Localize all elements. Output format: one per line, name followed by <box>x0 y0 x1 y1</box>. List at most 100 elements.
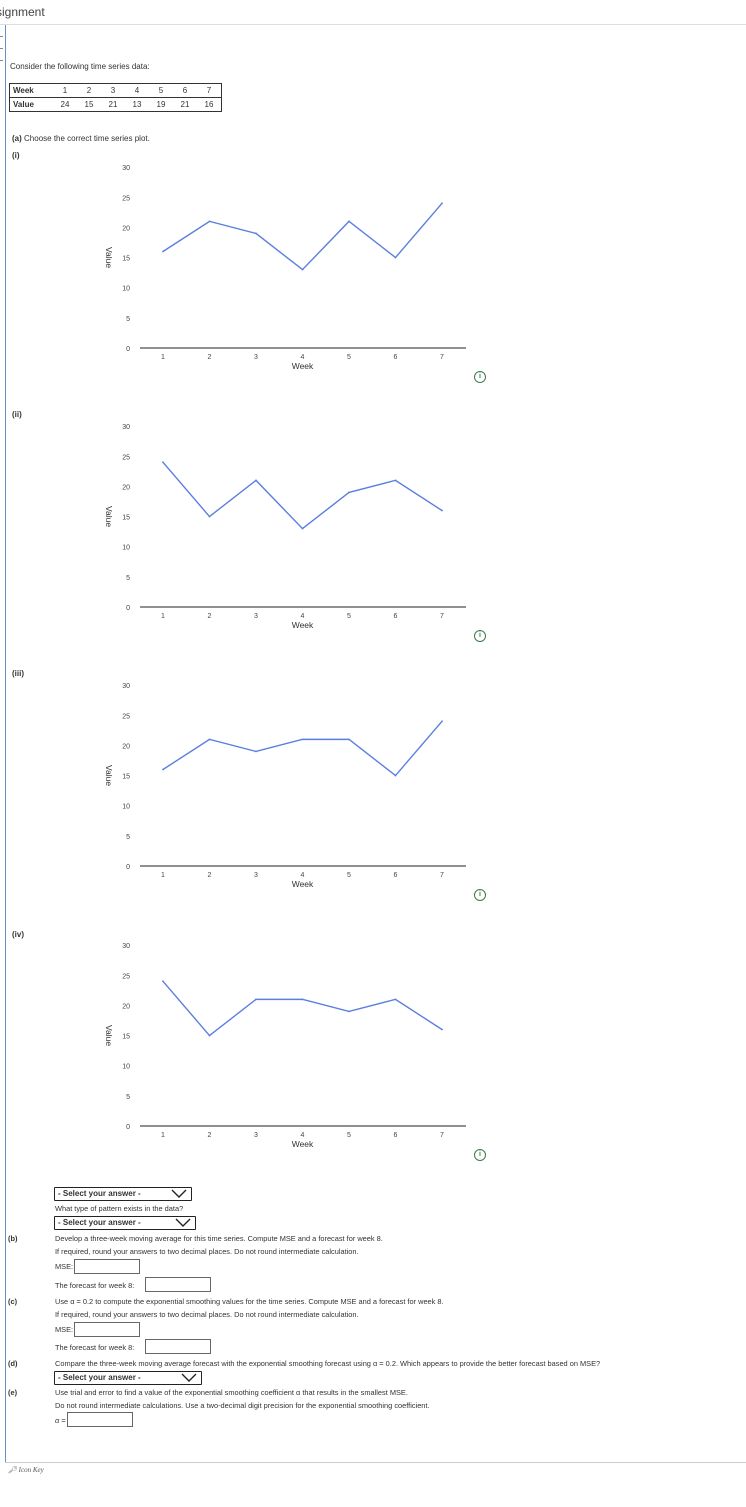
select-value: - Select your answer - <box>58 1189 141 1198</box>
x-tick-label: 2 <box>208 1132 212 1139</box>
key-icon: 🔑︎ <box>8 1466 17 1474</box>
x-tick-label: 4 <box>301 354 305 361</box>
data-point <box>348 1010 350 1013</box>
option-label-ii: (ii) <box>12 410 22 419</box>
x-tick-label: 7 <box>440 1132 444 1139</box>
y-tick-label: 20 <box>122 1003 130 1010</box>
y-tick-label: 25 <box>122 195 130 202</box>
mse-input-c[interactable] <box>74 1322 140 1337</box>
y-tick-label: 15 <box>122 515 130 522</box>
data-point <box>208 220 211 223</box>
time-series-plot-iii[interactable]: 0 5 10 15 20 25 30 1 2 3 4 5 6 7 Week Value <box>90 673 480 893</box>
plot-choice-select[interactable]: - Select your answer - <box>54 1187 192 1201</box>
x-tick-label: 4 <box>301 1132 305 1139</box>
forecast-input-b[interactable] <box>145 1277 211 1292</box>
y-tick-label: 25 <box>122 454 130 461</box>
time-series-plot-iv[interactable]: 0 5 10 15 20 25 30 1 2 3 4 5 6 7 Week Value <box>90 933 480 1153</box>
data-point <box>162 461 164 464</box>
value-header: Value <box>13 100 34 109</box>
week-cell: 3 <box>101 83 125 98</box>
data-point <box>301 527 304 530</box>
x-tick-label: 1 <box>161 872 165 879</box>
part-d-label: (d) <box>8 1359 18 1368</box>
forecast-input-c[interactable] <box>145 1339 211 1354</box>
y-tick-label: 15 <box>122 774 130 781</box>
info-icon[interactable]: i <box>474 1149 486 1161</box>
x-tick-label: 2 <box>208 613 212 620</box>
divider <box>0 60 3 61</box>
x-tick-label: 3 <box>254 1132 258 1139</box>
part-b-label: (b) <box>8 1234 18 1243</box>
y-tick-label: 20 <box>122 743 130 750</box>
y-tick-label: 30 <box>122 943 130 950</box>
week-header: Week <box>9 83 53 98</box>
y-tick-label: 15 <box>122 256 130 263</box>
week-cell: 4 <box>125 83 149 98</box>
data-point <box>348 220 350 223</box>
part-d-text: Compare the three-week moving average fo… <box>55 1359 601 1368</box>
y-tick-label: 5 <box>126 1094 130 1101</box>
part-a-text: Choose the correct time series plot. <box>24 134 150 143</box>
y-tick-label: 0 <box>126 1124 130 1131</box>
data-point <box>162 980 164 983</box>
question-intro: Consider the following time series data: <box>10 62 150 71</box>
x-tick-label: 1 <box>161 354 165 361</box>
value-cell: 21 <box>108 100 118 109</box>
table-row: Value 24 15 21 13 19 21 16 <box>10 98 222 112</box>
data-point <box>162 768 164 771</box>
x-tick-label: 2 <box>208 354 212 361</box>
x-tick-label: 6 <box>394 613 398 620</box>
value-cell: 13 <box>132 100 142 109</box>
series-line <box>162 202 443 271</box>
week-cell: 5 <box>149 83 173 98</box>
data-point <box>441 720 443 723</box>
divider <box>0 36 3 37</box>
y-tick-label: 10 <box>122 286 130 293</box>
week-cell: 2 <box>77 83 101 98</box>
select-value: - Select your answer - <box>58 1373 141 1382</box>
assignment-title: signment <box>0 5 45 19</box>
x-tick-label: 5 <box>347 1132 351 1139</box>
y-tick-label: 20 <box>122 225 130 232</box>
icon-key-link[interactable]: 🔑︎ Icon Key <box>8 1466 44 1474</box>
mse-input-b[interactable] <box>74 1259 140 1274</box>
x-tick-label: 7 <box>440 354 444 361</box>
part-b-rounding: If required, round your answers to two d… <box>55 1247 359 1256</box>
x-axis-label: Week <box>292 1139 314 1149</box>
time-series-plot-i[interactable]: 0 5 10 15 20 25 30 1 2 3 4 5 6 7 Week Value <box>90 155 480 375</box>
data-point <box>394 998 397 1001</box>
week-cell: 7 <box>197 83 222 98</box>
y-tick-label: 0 <box>126 346 130 353</box>
data-point <box>394 256 397 259</box>
x-tick-label: 5 <box>347 354 351 361</box>
y-axis-label: Value <box>104 765 114 786</box>
top-bar: signment <box>0 0 746 25</box>
info-icon[interactable]: i <box>474 371 486 383</box>
x-tick-label: 4 <box>301 613 305 620</box>
part-e-label: (e) <box>8 1388 18 1397</box>
y-tick-label: 30 <box>122 424 130 431</box>
forecast-label: The forecast for week 8: <box>55 1343 135 1352</box>
alpha-input[interactable] <box>67 1412 133 1427</box>
better-forecast-select[interactable]: - Select your answer - <box>54 1371 202 1385</box>
forecast-label: The forecast for week 8: <box>55 1281 135 1290</box>
y-tick-label: 5 <box>126 575 130 582</box>
y-tick-label: 10 <box>122 1064 130 1071</box>
value-cell: 19 <box>156 100 166 109</box>
x-axis-label: Week <box>292 361 314 371</box>
mse-label: MSE: <box>55 1262 74 1271</box>
info-icon[interactable]: i <box>474 630 486 642</box>
time-series-plot-ii[interactable]: 0 5 10 15 20 25 30 1 2 3 4 5 6 7 Week Value <box>90 414 480 634</box>
series-line <box>162 720 443 777</box>
x-axis-label: Week <box>292 620 314 630</box>
y-axis-label: Value <box>104 1025 114 1046</box>
x-tick-label: 6 <box>394 872 398 879</box>
x-axis-label: Week <box>292 879 314 889</box>
pattern-select[interactable]: - Select your answer - <box>54 1216 196 1230</box>
x-tick-label: 1 <box>161 1132 165 1139</box>
y-tick-label: 30 <box>122 165 130 172</box>
x-tick-label: 7 <box>440 872 444 879</box>
data-point <box>255 232 257 235</box>
y-tick-label: 0 <box>126 605 130 612</box>
info-icon[interactable]: i <box>474 889 486 901</box>
